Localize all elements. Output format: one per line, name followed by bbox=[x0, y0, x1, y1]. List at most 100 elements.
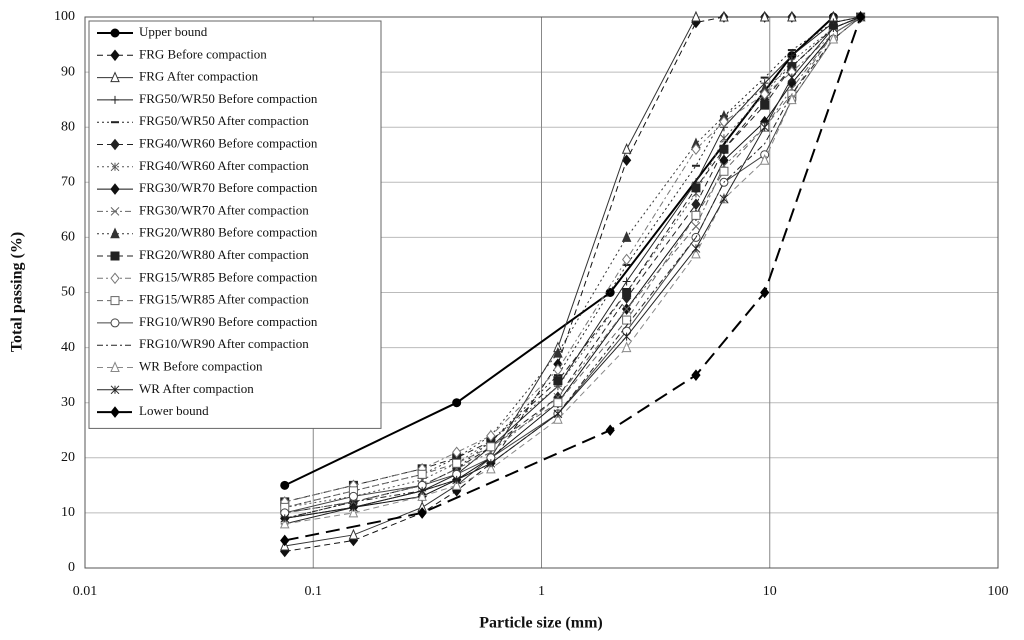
marker bbox=[691, 10, 701, 22]
marker bbox=[110, 49, 120, 62]
marker bbox=[855, 11, 866, 23]
legend-label: FRG30/WR70 Before compaction bbox=[139, 180, 318, 195]
marker bbox=[829, 23, 838, 33]
marker bbox=[110, 138, 120, 151]
marker bbox=[452, 446, 462, 459]
marker bbox=[280, 534, 290, 547]
marker bbox=[451, 479, 462, 490]
marker bbox=[691, 183, 701, 193]
marker bbox=[417, 507, 427, 519]
marker bbox=[417, 486, 427, 496]
marker bbox=[622, 288, 632, 297]
legend-label: FRG20/WR80 After compaction bbox=[139, 247, 309, 262]
marker bbox=[553, 363, 563, 376]
marker bbox=[719, 115, 729, 128]
marker bbox=[280, 480, 290, 490]
marker bbox=[348, 528, 359, 540]
marker bbox=[622, 277, 631, 286]
legend-box bbox=[88, 20, 382, 429]
marker bbox=[280, 514, 290, 523]
marker bbox=[691, 143, 701, 156]
marker bbox=[452, 475, 462, 485]
marker bbox=[759, 10, 770, 22]
y-tick-label: 90 bbox=[61, 64, 75, 79]
x-tick-label: 0.01 bbox=[73, 584, 98, 599]
marker bbox=[110, 251, 120, 261]
legend: Upper bound FRG Before compaction FRG Afte… bbox=[88, 20, 382, 429]
x-tick-label: 100 bbox=[988, 584, 1009, 599]
marker bbox=[417, 469, 427, 479]
marker bbox=[486, 442, 496, 452]
marker bbox=[828, 32, 839, 44]
marker bbox=[110, 207, 120, 216]
legend-label: FRG30/WR70 After compaction bbox=[139, 202, 309, 217]
legend-label: FRG50/WR50 Before compaction bbox=[139, 91, 318, 106]
series-line bbox=[284, 16, 862, 542]
marker bbox=[622, 315, 632, 325]
marker bbox=[719, 166, 729, 176]
marker bbox=[621, 253, 632, 266]
marker bbox=[553, 409, 563, 419]
marker bbox=[110, 71, 120, 83]
marker bbox=[787, 10, 797, 22]
marker bbox=[759, 154, 770, 165]
marker bbox=[691, 244, 701, 253]
legend-label: FRG10/WR90 After compaction bbox=[139, 336, 309, 351]
y-tick-label: 10 bbox=[61, 505, 75, 520]
marker bbox=[719, 144, 729, 154]
marker bbox=[719, 133, 729, 143]
series bbox=[280, 11, 866, 547]
y-tick-label: 100 bbox=[54, 9, 75, 24]
marker bbox=[691, 198, 701, 211]
marker bbox=[110, 227, 120, 239]
legend-label: FRG40/WR60 After compaction bbox=[139, 158, 309, 173]
marker bbox=[110, 272, 120, 285]
marker bbox=[110, 296, 120, 306]
marker bbox=[279, 517, 290, 529]
legend-label: FRG20/WR80 Before compaction bbox=[139, 225, 318, 240]
y-tick-label: 70 bbox=[61, 175, 75, 190]
marker bbox=[553, 412, 563, 424]
marker bbox=[417, 490, 427, 501]
marker bbox=[110, 28, 120, 38]
legend-label: WR After compaction bbox=[139, 381, 254, 396]
marker bbox=[553, 398, 563, 408]
marker bbox=[553, 346, 563, 358]
legend-label: FRG15/WR85 Before compaction bbox=[139, 269, 318, 284]
marker bbox=[452, 398, 462, 408]
marker bbox=[691, 369, 701, 381]
legend-label: FRG10/WR90 Before compaction bbox=[139, 314, 318, 329]
x-tick-label: 0.1 bbox=[305, 584, 323, 599]
marker bbox=[787, 73, 797, 82]
y-tick-label: 50 bbox=[61, 285, 75, 300]
marker bbox=[553, 376, 563, 386]
marker bbox=[622, 332, 631, 341]
marker bbox=[486, 458, 496, 468]
marker bbox=[719, 10, 729, 22]
legend-label: WR Before compaction bbox=[139, 358, 263, 373]
marker bbox=[486, 429, 496, 442]
x-tick-label: 1 bbox=[538, 584, 545, 599]
marker bbox=[452, 458, 462, 468]
plot-frame bbox=[84, 16, 999, 569]
marker bbox=[621, 341, 632, 353]
legend-label: FRG40/WR60 Before compaction bbox=[139, 135, 318, 150]
y-tick-label: 60 bbox=[61, 230, 75, 245]
marker bbox=[111, 95, 119, 104]
legend-label: Lower bound bbox=[139, 403, 209, 418]
marker bbox=[110, 318, 120, 328]
marker bbox=[760, 100, 770, 110]
y-tick-label: 30 bbox=[61, 395, 75, 410]
legend-label: FRG50/WR50 After compaction bbox=[139, 113, 309, 128]
marker bbox=[348, 506, 359, 518]
marker bbox=[787, 93, 797, 105]
marker bbox=[110, 361, 120, 372]
marker bbox=[622, 304, 631, 314]
legend-label: Upper bound bbox=[139, 24, 208, 39]
marker bbox=[348, 491, 358, 501]
y-tick-label: 40 bbox=[61, 340, 75, 355]
marker bbox=[719, 194, 729, 204]
marker bbox=[760, 286, 770, 299]
